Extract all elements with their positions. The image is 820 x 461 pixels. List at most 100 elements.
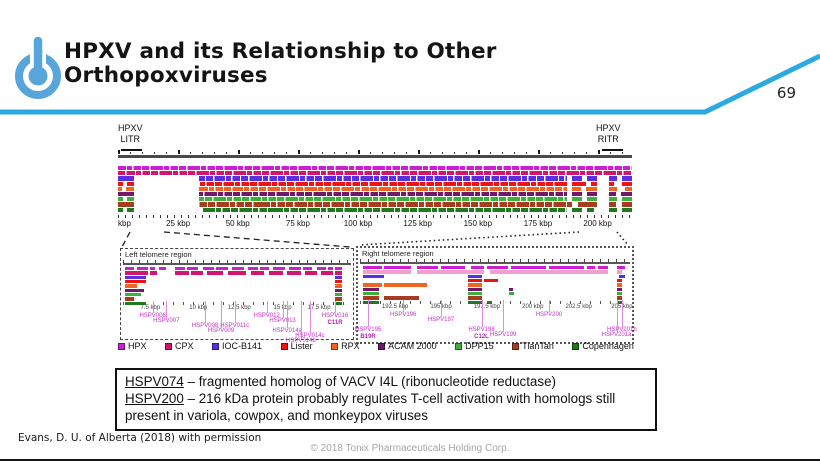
track-segment xyxy=(621,197,632,202)
track-segment xyxy=(608,202,616,207)
track-row-hpx xyxy=(118,166,632,171)
region-axis-tick-label: 200 kbp xyxy=(522,304,544,310)
track-row-copenhagen xyxy=(118,207,632,212)
gene-label-hspv014c: HSPV014c xyxy=(295,333,325,339)
region-track-segment xyxy=(207,271,224,275)
legend-swatch xyxy=(455,342,463,350)
track-row-ioc-b141 xyxy=(118,176,632,181)
track-segment xyxy=(624,186,632,191)
gene-leader-line xyxy=(282,301,284,318)
hpxv-ritr-line1: HPXV xyxy=(596,123,621,133)
region-track-segment xyxy=(616,296,622,300)
legend-swatch xyxy=(280,342,288,350)
gene-leader-line xyxy=(403,300,405,312)
region-track-segment xyxy=(586,266,595,270)
track-segment xyxy=(118,207,123,212)
genome-ruler xyxy=(118,155,632,158)
track-segment xyxy=(571,192,583,197)
region-track-row xyxy=(123,284,351,288)
right-region-axis-ticks xyxy=(360,301,630,304)
region-track-segment xyxy=(416,270,485,274)
genome-ruler-ticks xyxy=(118,150,632,154)
region-track-segment xyxy=(335,297,342,301)
region-track-row xyxy=(123,293,351,297)
track-segment xyxy=(199,192,567,197)
region-track-segment xyxy=(250,271,265,275)
left-region-ruler xyxy=(123,263,351,265)
page-title-line1: HPXV and its Relationship to Other xyxy=(64,39,497,64)
gene-leader-line xyxy=(287,301,289,328)
legend-item-ioc-b141: IOC-B141 xyxy=(212,341,262,351)
region-track-segment xyxy=(335,267,342,271)
region-track-segment xyxy=(125,280,146,284)
axis-tick-label: 175 kbp xyxy=(523,219,553,228)
track-segment xyxy=(608,197,617,202)
left-telomere-region-box: Left telomere region 7.5 kbp 10 kbp 12.5 k… xyxy=(120,248,354,344)
hspv074-term: HSPV074 xyxy=(125,374,184,389)
axis-tick-label: 100 kbp xyxy=(343,219,373,228)
legend-label: Copenhagen xyxy=(582,341,634,351)
region-track-segment xyxy=(316,267,326,271)
hspv200-text: – 216 kDa protein probably regulates T-c… xyxy=(125,391,616,424)
hpxv-litr-line1: HPXV xyxy=(118,123,143,133)
track-segment xyxy=(199,181,567,186)
track-segment xyxy=(590,181,598,186)
track-row-rpx xyxy=(118,186,632,191)
track-row-cpx xyxy=(118,171,632,176)
power-logo-icon xyxy=(15,32,61,99)
hpxv-ritr-line2: RITR xyxy=(597,134,619,144)
track-segment xyxy=(126,186,135,191)
region-track-segment xyxy=(335,280,342,284)
gene-leader-line xyxy=(503,300,505,332)
legend-label: ACAM 2000 xyxy=(388,341,437,351)
zoom-connector-left-b xyxy=(163,231,351,248)
axis-tick-label: 150 kbp xyxy=(463,219,493,228)
legend-label: Lister xyxy=(290,341,313,351)
legend-label: DPP15 xyxy=(465,341,494,351)
copyright-text: © 2018 Tonix Pharmaceuticals Holding Cor… xyxy=(310,443,510,454)
region-track-segment xyxy=(616,270,622,274)
annotation-line-hspv200: HSPV200 – 216 kDa protein probably regul… xyxy=(125,390,647,424)
left-region-tracks xyxy=(123,267,351,307)
axis-tick-label: 25 kbp xyxy=(166,219,191,228)
gene-leader-line xyxy=(621,300,623,327)
region-track-segment xyxy=(362,287,379,292)
track-segment xyxy=(621,207,632,212)
region-track-row xyxy=(360,274,630,279)
track-segment xyxy=(608,176,617,181)
gene-label-hspv201a: HSPV201a xyxy=(601,332,632,338)
annotation-line-hspv074: HSPV074 – fragmented homolog of VACV I4L… xyxy=(125,373,647,390)
region-track-segment xyxy=(362,296,379,300)
track-segment xyxy=(118,197,123,202)
gene-leader-line xyxy=(549,300,550,312)
track-segment xyxy=(621,176,632,181)
region-track-segment xyxy=(125,284,137,288)
track-segment xyxy=(571,181,586,186)
gene-label-hspv014b: HSPV014b xyxy=(285,338,316,344)
track-row-dpp15 xyxy=(118,197,632,202)
right-region-gene-labels: HSPV195 B19R HSPV196 HSPV197 HSPV198 C12L HSPV… xyxy=(355,248,637,342)
region-track-segment xyxy=(511,266,547,270)
track-segment xyxy=(199,186,567,191)
region-track-segment xyxy=(362,283,382,287)
legend-label: TianTan xyxy=(522,341,554,351)
hpxv-litr-line2: LITR xyxy=(120,134,141,144)
gene-label-hspv199: HSPV199 xyxy=(489,332,517,338)
gene-label-hspv195: HSPV195 B19R xyxy=(354,327,382,340)
region-track-segment xyxy=(335,284,342,288)
gene-label-hspv012: HSPV012 xyxy=(253,313,280,319)
track-segment xyxy=(127,207,135,212)
right-telomere-region-title: Right telomere region xyxy=(362,249,434,258)
region-track-row xyxy=(123,275,351,280)
region-track-segment xyxy=(362,274,385,279)
legend-item-acam2000: ACAM 2000 xyxy=(378,341,437,351)
track-segment xyxy=(118,181,124,186)
gene-leader-line xyxy=(309,301,311,333)
region-track-segment xyxy=(362,292,379,296)
region-track-segment xyxy=(150,271,158,275)
hpxv-ritr-label: HPXV RITR xyxy=(596,123,621,145)
region-track-segment xyxy=(335,288,342,293)
legend-swatch xyxy=(512,342,520,350)
page-number: 69 xyxy=(776,84,796,102)
